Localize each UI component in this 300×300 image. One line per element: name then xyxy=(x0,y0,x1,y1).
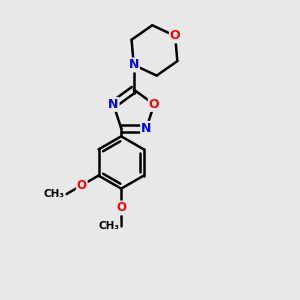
Text: O: O xyxy=(149,98,159,111)
Text: N: N xyxy=(108,98,118,111)
Text: O: O xyxy=(170,29,181,42)
Text: N: N xyxy=(141,122,152,135)
Text: CH₃: CH₃ xyxy=(99,221,120,231)
Text: CH₃: CH₃ xyxy=(44,189,65,199)
Text: O: O xyxy=(77,179,87,192)
Text: O: O xyxy=(116,202,126,214)
Text: N: N xyxy=(129,58,139,71)
